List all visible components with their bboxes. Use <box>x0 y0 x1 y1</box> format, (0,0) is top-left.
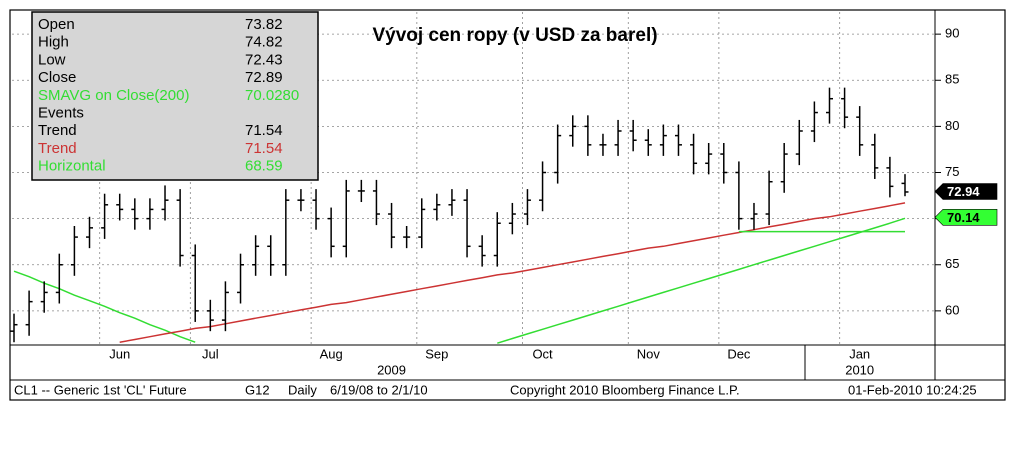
info-label: Trend <box>38 122 77 139</box>
footer-text: G12 <box>245 382 270 397</box>
info-value: 72.89 <box>245 69 283 86</box>
info-value: 74.82 <box>245 34 283 51</box>
x-tick-label: Jul <box>202 346 219 361</box>
price-tag <box>934 183 998 200</box>
footer-text: 01-Feb-2010 10:24:25 <box>848 382 977 397</box>
y-tick-label: 85 <box>945 72 959 87</box>
x-tick-label: Jun <box>109 346 130 361</box>
y-tick-label: 90 <box>945 26 959 41</box>
info-label: Open <box>38 16 75 33</box>
footer-text: CL1 -- Generic 1st 'CL' Future <box>14 382 187 397</box>
info-value: 73.82 <box>245 16 283 33</box>
axes: 60657075808590JunJulAugSepOctNovDecJan20… <box>109 26 998 377</box>
chart-title: Vývoj cen ropy (v USD za barel) <box>372 25 657 46</box>
info-label: High <box>38 34 69 51</box>
info-value: 72.43 <box>245 51 283 68</box>
y-tick-label: 75 <box>945 164 959 179</box>
footer-text: 6/19/08 to 2/1/10 <box>330 382 428 397</box>
price-tag-label: 72.94 <box>947 184 980 199</box>
info-label: Low <box>38 51 66 68</box>
info-value: 70.0280 <box>245 87 299 104</box>
year-label: 2009 <box>377 362 406 377</box>
overlays <box>13 202 906 344</box>
grid <box>12 12 935 345</box>
x-tick-label: Aug <box>320 346 343 361</box>
x-tick-label: Oct <box>532 346 553 361</box>
year-label: 2010 <box>845 362 874 377</box>
info-label: SMAVG on Close(200) <box>38 87 189 104</box>
overlay-line <box>119 202 906 343</box>
info-value: 71.54 <box>245 122 283 139</box>
bars <box>10 87 909 343</box>
info-box-bg <box>31 11 319 181</box>
price-tag <box>934 209 998 226</box>
x-tick-label: Nov <box>637 346 661 361</box>
info-label: Events <box>38 104 84 121</box>
x-tick-label: Sep <box>425 346 448 361</box>
x-tick-label: Dec <box>727 346 751 361</box>
info-value: 68.59 <box>245 158 283 175</box>
info-label: Close <box>38 69 76 86</box>
y-tick-label: 80 <box>945 118 959 133</box>
info-label: Horizontal <box>38 158 106 175</box>
x-tick-label: Jan <box>849 346 870 361</box>
info-label: Trend <box>38 140 77 157</box>
price-tag-label: 70.14 <box>947 210 980 225</box>
y-tick-label: 65 <box>945 256 959 271</box>
info-value: 71.54 <box>245 140 283 157</box>
chart-frame <box>9 9 1006 401</box>
footer-text: Daily <box>288 382 317 397</box>
info-box: Open 73.82 High 74.82 Low 72.43 Close 72.89 SMAV… <box>31 11 319 181</box>
overlay-line <box>13 217 906 344</box>
footer-text: Copyright 2010 Bloomberg Finance L.P. <box>510 382 740 397</box>
y-tick-label: 60 <box>945 302 959 317</box>
